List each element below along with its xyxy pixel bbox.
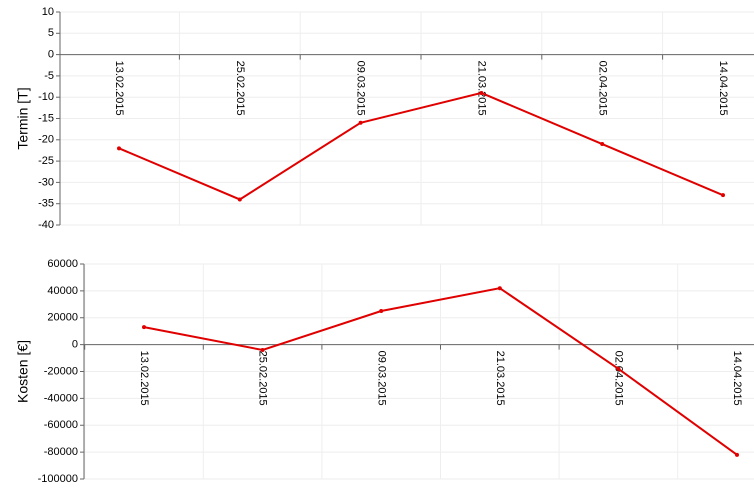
y-tick-label: 40000 [47, 285, 78, 297]
y-axis-title: Kosten [€] [15, 340, 31, 403]
y-tick-label: -10 [38, 91, 54, 103]
data-point [616, 366, 621, 371]
y-tick-label: -60000 [44, 419, 78, 431]
x-tick-label: 09.03.2015 [375, 351, 387, 406]
x-tick-label: 25.02.2015 [257, 351, 269, 406]
y-tick-label: -5 [44, 70, 54, 82]
x-tick-label: 02.04.2015 [612, 351, 624, 406]
y-tick-label: -20 [38, 134, 54, 146]
data-line [118, 91, 724, 201]
x-tick-label: 14.04.2015 [717, 61, 729, 116]
y-tick-label: -40 [38, 219, 54, 231]
y-tick-label: -25 [38, 155, 54, 167]
x-tick-label: 02.04.2015 [596, 61, 608, 116]
x-tick-label: 21.03.2015 [494, 351, 506, 406]
y-tick-label: 0 [72, 339, 78, 351]
y-tick-label: -20000 [44, 365, 78, 377]
y-tick-label: -80000 [44, 446, 78, 458]
y-tick-label: -35 [38, 198, 54, 210]
data-line [143, 287, 738, 456]
data-point [497, 286, 502, 291]
y-tick-label: -30 [38, 176, 54, 188]
data-point [358, 120, 363, 125]
data-point [379, 309, 384, 314]
x-tick-label: 25.02.2015 [234, 61, 246, 116]
x-tick-label: 13.02.2015 [138, 351, 150, 406]
y-tick-label: -40000 [44, 392, 78, 404]
data-point [260, 348, 265, 352]
y-tick-label: 60000 [47, 258, 78, 270]
data-point [721, 193, 725, 198]
data-point [142, 325, 146, 330]
data-point [600, 142, 605, 147]
y-tick-label: 0 [48, 49, 54, 61]
x-tick-label: 14.04.2015 [731, 351, 743, 406]
x-tick-label: 21.03.2015 [475, 61, 487, 116]
y-tick-label: 20000 [47, 312, 78, 324]
data-point [735, 452, 739, 457]
y-axis-title: Termin [T] [15, 87, 31, 149]
x-tick-label: 09.03.2015 [355, 61, 367, 116]
data-point [237, 197, 242, 202]
y-tick-label: 5 [48, 27, 54, 39]
data-point [117, 146, 121, 151]
x-tick-label: 13.02.2015 [113, 61, 125, 116]
y-tick-label: -15 [38, 112, 54, 124]
y-tick-label: -100000 [38, 473, 78, 485]
data-point [479, 90, 484, 95]
y-tick-label: 10 [42, 6, 54, 18]
